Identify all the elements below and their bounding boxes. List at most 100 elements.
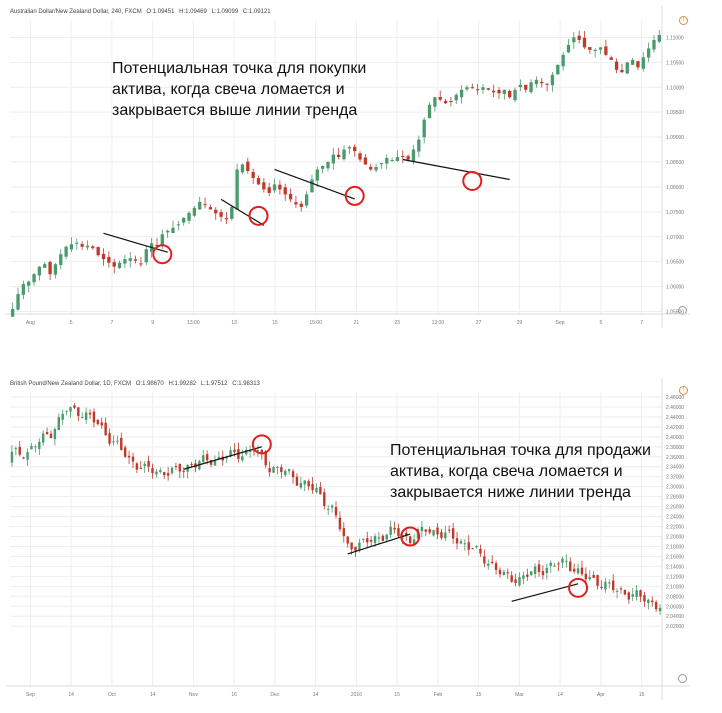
candle-body	[278, 184, 282, 190]
y-tick-label: 2.18000	[666, 544, 684, 550]
candle-body	[411, 149, 416, 162]
candle-body	[406, 156, 410, 160]
candle-body	[420, 526, 424, 532]
open-value: O:1.98670	[135, 381, 164, 387]
candle-body	[64, 246, 68, 257]
candle-body	[127, 455, 131, 458]
candle-body	[45, 432, 49, 435]
candle-body	[73, 405, 76, 408]
trendline	[347, 533, 411, 555]
candle-body	[80, 244, 84, 247]
x-tick-label: Dec	[270, 692, 279, 698]
y-tick-label: 1.10000	[666, 85, 684, 91]
candle-body	[342, 528, 346, 537]
candle-body	[288, 193, 293, 200]
candle-body	[611, 580, 615, 590]
x-tick-label: 15	[272, 320, 278, 326]
candle-body	[576, 568, 580, 574]
candle-body	[506, 572, 509, 574]
x-tick-label: Apr	[597, 692, 605, 698]
high-value: H:1.99282	[168, 381, 197, 387]
candle-body	[494, 563, 498, 570]
candle-body	[272, 184, 277, 191]
trendline	[183, 446, 262, 470]
candle-body	[299, 483, 303, 488]
candle-body	[123, 447, 127, 457]
candle-body	[377, 537, 381, 539]
candle-body	[529, 82, 533, 93]
candle-body	[163, 472, 166, 476]
candle-body	[268, 468, 271, 473]
y-tick-label: 2.16000	[666, 554, 684, 560]
candle-body	[524, 84, 528, 90]
y-tick-label: 2.22000	[666, 525, 684, 531]
candle-body	[160, 234, 164, 245]
y-tick-label: 2.44000	[666, 415, 684, 421]
candle-body	[112, 441, 115, 443]
candle-body	[479, 548, 482, 554]
candle-body	[133, 259, 138, 261]
candle-body	[636, 61, 640, 68]
y-tick-label: 1.10500	[666, 60, 684, 66]
candle-body	[436, 527, 439, 535]
candle-body	[652, 39, 656, 50]
y-tick-label: 2.20000	[666, 535, 684, 541]
candle-body	[34, 446, 37, 448]
candle-body	[569, 561, 572, 572]
candle-body	[412, 539, 416, 545]
candle-body	[16, 294, 20, 310]
x-tick-label: Oct	[108, 692, 116, 698]
y-tick-label: 2.32000	[666, 475, 684, 481]
candle-body	[182, 470, 185, 472]
x-tick-label: Nov	[189, 692, 198, 698]
candle-body	[307, 481, 310, 487]
trendline	[511, 583, 579, 602]
candle-body	[475, 545, 478, 548]
candle-body	[283, 187, 287, 195]
x-tick-label: 14	[150, 692, 156, 698]
candle-body	[264, 450, 267, 466]
breakout-circle	[568, 577, 589, 598]
candle-body	[219, 212, 223, 217]
candle-body	[448, 529, 451, 531]
candle-body	[208, 207, 213, 210]
y-tick-label: 2.08000	[666, 594, 684, 600]
candle-body	[433, 97, 437, 107]
candle-body	[27, 281, 31, 286]
y-tick-label: 1.08000	[666, 185, 684, 191]
candle-body	[390, 160, 394, 162]
y-tick-label: 2.02000	[666, 624, 684, 630]
annotation-line: актива, когда свеча ломается и	[112, 81, 345, 98]
info-icon[interactable]: !	[679, 16, 688, 25]
candle-body	[10, 451, 14, 463]
candle-body	[395, 157, 400, 161]
candle-body	[657, 34, 661, 42]
x-tick-label: 29	[517, 320, 523, 326]
candle-body	[550, 74, 555, 86]
candle-body	[545, 567, 549, 574]
candle-body	[440, 532, 443, 538]
candle-body	[144, 249, 148, 263]
y-tick-label: 1.09000	[666, 135, 684, 141]
candle-body	[166, 473, 170, 476]
y-tick-label: 2.24000	[666, 515, 684, 521]
candle-body	[159, 470, 162, 472]
candle-body	[217, 457, 221, 460]
candle-body	[26, 452, 29, 460]
y-tick-label: 2.36000	[666, 455, 684, 461]
candle-body	[572, 37, 576, 43]
candle-body	[518, 84, 523, 88]
candle-body	[471, 548, 474, 550]
x-tick-label: Feb	[434, 692, 443, 698]
candle-body	[214, 209, 218, 214]
candle-body	[174, 466, 178, 468]
x-tick-label: 15	[394, 692, 400, 698]
candle-body	[251, 172, 255, 178]
candle-body	[389, 526, 392, 535]
candle-body	[241, 456, 244, 461]
candle-body	[455, 538, 459, 544]
x-tick-label: 5	[70, 320, 73, 326]
gear-icon[interactable]	[678, 674, 687, 683]
info-icon[interactable]: !	[679, 386, 688, 395]
candle-body	[470, 87, 474, 89]
